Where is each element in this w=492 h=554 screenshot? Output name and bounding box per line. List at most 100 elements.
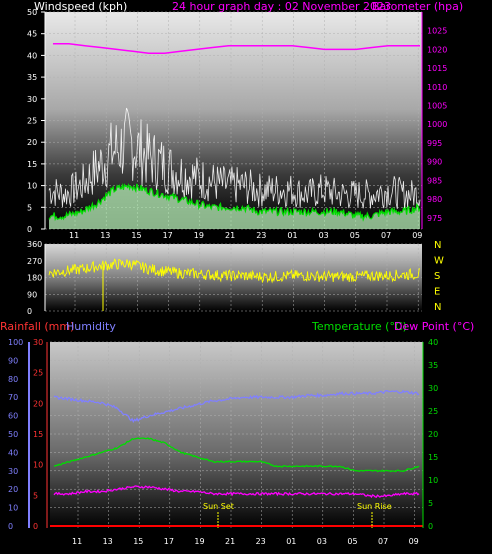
rain-tick-label: 20 — [33, 399, 43, 408]
temp-tick-label: 15 — [428, 453, 438, 462]
baro-tick-label: 1015 — [427, 64, 447, 73]
graph-date-title: 24 hour graph day : 02 November 2023 — [172, 0, 391, 13]
direction-tick-label: 270 — [27, 257, 42, 266]
sun-annotation-label: Sun Set — [203, 502, 234, 511]
baro-tick-label: 1020 — [427, 45, 447, 54]
rain-tick-label: 10 — [33, 461, 43, 470]
baro-tick-label: 975 — [427, 214, 442, 223]
panel3-series — [50, 389, 423, 527]
rain-tick-label: 0 — [33, 522, 38, 531]
humidity-tick-label: 100 — [8, 338, 23, 347]
baro-tick-label: 985 — [427, 176, 442, 185]
x-tick-label: 09 — [409, 537, 419, 546]
wind-gust-line — [48, 107, 421, 210]
panel1-grid — [45, 11, 422, 230]
humidity-axis-title: Humidity — [66, 320, 116, 333]
wind-tick-label: 35 — [27, 73, 37, 82]
x-tick-label: 09 — [412, 231, 422, 240]
temperature-axis: 0 5 10 15 20 25 30 35 40 — [422, 338, 438, 531]
panel3-background — [50, 342, 423, 528]
x-tick-label: 19 — [194, 231, 204, 240]
x-tick-label: 07 — [378, 537, 388, 546]
humidity-axis: 0 10 20 30 40 50 60 70 80 90 100 — [8, 338, 30, 531]
dewpoint-axis-title: Dew Point (°C) — [394, 320, 474, 333]
baro-tick-label: 1025 — [427, 27, 447, 36]
baro-tick-label: 1010 — [427, 83, 447, 92]
wind-tick-label: 15 — [27, 160, 37, 169]
x-tick-label: 15 — [133, 537, 143, 546]
x-tick-label: 13 — [103, 537, 113, 546]
sun-annotations: Sun Set Sun Rise — [203, 502, 392, 528]
wind-tick-label: 45 — [27, 30, 37, 39]
temp-tick-label: 0 — [428, 522, 433, 531]
wind-avg-area — [49, 183, 420, 229]
wind-direction-line — [48, 258, 421, 284]
x-tick-label: 07 — [381, 231, 391, 240]
panel2-grid — [45, 243, 422, 312]
humidity-tick-label: 50 — [8, 430, 18, 439]
rain-tick-label: 30 — [33, 338, 43, 347]
compass-label: N — [434, 302, 441, 313]
x-tick-label: 23 — [256, 537, 266, 546]
rain-tick-label: 25 — [33, 369, 43, 378]
x-tick-label: 11 — [69, 231, 79, 240]
direction-tick-label: 360 — [27, 240, 42, 249]
x-tick-label: 03 — [317, 537, 327, 546]
humidity-tick-label: 90 — [8, 356, 18, 365]
windspeed-axis: 0 5 10 15 20 25 30 35 40 45 50 — [27, 8, 46, 234]
wind-tick-label: 10 — [27, 182, 37, 191]
direction-tick-label: 180 — [27, 274, 42, 283]
temp-tick-label: 35 — [428, 361, 438, 370]
compass-label: W — [434, 256, 444, 267]
x-tick-label: 05 — [350, 231, 360, 240]
direction-tick-label: 0 — [27, 307, 32, 316]
temp-tick-label: 5 — [428, 499, 433, 508]
x-tick-label: 13 — [100, 231, 110, 240]
humidity-tick-label: 70 — [8, 393, 18, 402]
humidity-tick-label: 30 — [8, 467, 18, 476]
temp-tick-label: 40 — [428, 338, 438, 347]
panel1-x-axis: 11 13 15 17 19 21 23 01 03 05 07 09 — [69, 231, 422, 240]
panel3-grid — [50, 341, 423, 528]
x-tick-label: 11 — [72, 537, 82, 546]
x-tick-label: 21 — [225, 537, 235, 546]
wind-avg-line — [48, 182, 421, 222]
x-tick-label: 23 — [256, 231, 266, 240]
panel3-x-axis: 11 13 15 17 19 21 23 01 03 05 07 09 — [72, 537, 419, 546]
wind-tick-label: 25 — [27, 117, 37, 126]
dewpoint-line — [53, 485, 420, 499]
temp-tick-label: 30 — [428, 384, 438, 393]
x-tick-label: 17 — [164, 537, 174, 546]
x-tick-label: 19 — [194, 537, 204, 546]
x-tick-label: 01 — [286, 537, 296, 546]
temp-tick-label: 10 — [428, 476, 438, 485]
temperature-line — [53, 437, 420, 473]
rain-tick-label: 15 — [33, 430, 43, 439]
panel2-series — [48, 258, 421, 311]
compass-label: N — [434, 240, 441, 251]
wind-tick-label: 50 — [27, 8, 37, 17]
temp-tick-label: 20 — [428, 430, 438, 439]
barometer-axis-title: Barometer (hpa) — [372, 0, 463, 13]
temperature-axis-title: Temperature (°C) — [311, 320, 407, 333]
humidity-tick-label: 80 — [8, 375, 18, 384]
wind-tick-label: 20 — [27, 138, 37, 147]
x-tick-label: 21 — [225, 231, 235, 240]
humidity-line — [53, 389, 420, 424]
x-tick-label: 17 — [163, 231, 173, 240]
wind-tick-label: 40 — [27, 51, 37, 60]
humidity-tick-label: 0 — [8, 522, 13, 531]
compass-label: S — [434, 271, 440, 282]
sun-annotation-label: Sun Rise — [357, 502, 392, 511]
x-tick-label: 01 — [287, 231, 297, 240]
x-tick-label: 05 — [347, 537, 357, 546]
wind-tick-label: 0 — [27, 225, 32, 234]
baro-tick-label: 990 — [427, 158, 442, 167]
baro-tick-label: 1005 — [427, 102, 447, 111]
x-tick-label: 03 — [319, 231, 329, 240]
baro-tick-label: 995 — [427, 139, 442, 148]
